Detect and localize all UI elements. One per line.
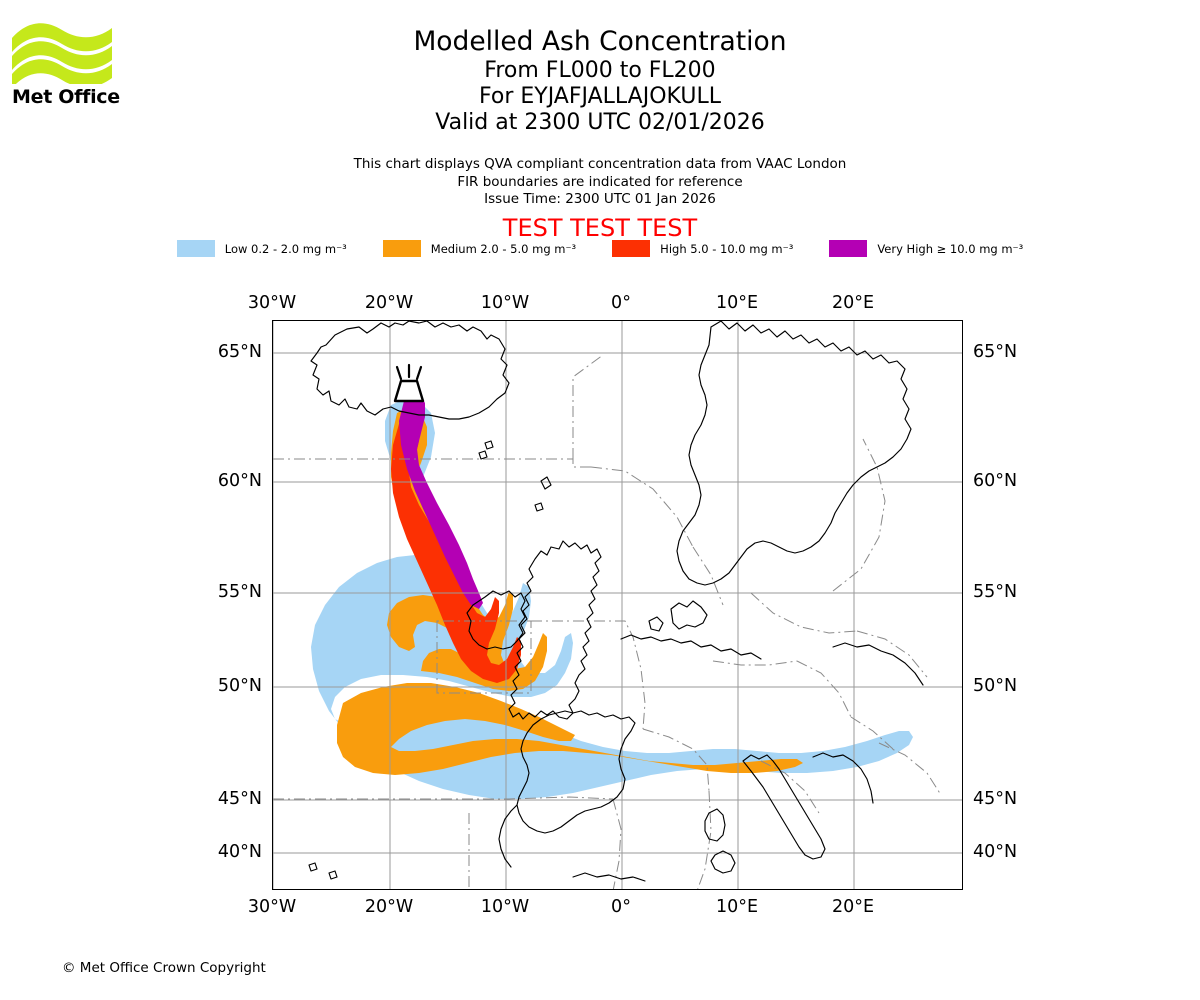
lon-tick-top-30w: 30°W: [247, 293, 297, 313]
copyright-notice: © Met Office Crown Copyright: [62, 960, 266, 976]
legend-label-low: Low 0.2 - 2.0 mg m⁻³: [224, 241, 347, 256]
lon-tick-bottom-20e: 20°E: [831, 897, 875, 917]
page-title: Modelled Ash Concentration From FL000 to…: [0, 26, 1200, 136]
coastline-scandinavia: [676, 321, 912, 586]
concentration-legend: Low 0.2 - 2.0 mg m⁻³ Medium 2.0 - 5.0 mg…: [0, 240, 1200, 257]
ash-plume-medium: [337, 407, 803, 775]
legend-swatch-medium: [382, 240, 421, 257]
metadata-line-2: FIR boundaries are indicated for referen…: [457, 173, 743, 190]
map-plot-area: [272, 320, 963, 890]
lat-tick-left-50n: 50°N: [217, 676, 262, 696]
legend-item-medium: Medium 2.0 - 5.0 mg m⁻³: [382, 240, 577, 257]
lon-tick-bottom-30w: 30°W: [247, 897, 297, 917]
map-frame: [272, 320, 963, 890]
met-office-wave-mark: [12, 23, 112, 84]
test-banner: TEST TEST TEST: [502, 214, 698, 242]
ash-concentration-map: [273, 321, 962, 889]
metadata-line-3: Issue Time: 2300 UTC 01 Jan 2026: [484, 191, 716, 207]
title-line-3: For EYJAFJALLAJOKULL: [479, 84, 721, 109]
lon-tick-bottom-10e: 10°E: [715, 897, 759, 917]
lat-tick-right-55n: 55°N: [973, 582, 1018, 602]
ash-plume-very-high: [399, 393, 483, 609]
legend-item-low: Low 0.2 - 2.0 mg m⁻³: [176, 240, 347, 257]
lat-tick-left-55n: 55°N: [217, 582, 262, 602]
met-office-logo: Met Office: [12, 22, 122, 117]
met-office-wordmark: Met Office: [12, 86, 120, 108]
lat-tick-right-50n: 50°N: [973, 676, 1018, 696]
lon-tick-top-20e: 20°E: [831, 293, 875, 313]
title-line-4: Valid at 2300 UTC 02/01/2026: [435, 110, 765, 135]
lon-tick-top-20w: 20°W: [364, 293, 414, 313]
legend-label-high: High 5.0 - 10.0 mg m⁻³: [660, 241, 794, 256]
lat-tick-left-40n: 40°N: [217, 842, 262, 862]
coastlines: [308, 321, 924, 882]
legend-swatch-very-high: [829, 240, 868, 257]
lon-tick-top-0: 0°: [611, 293, 631, 313]
lat-tick-left-65n: 65°N: [217, 342, 262, 362]
lon-tick-bottom-20w: 20°W: [364, 897, 414, 917]
volcano-marker-icon: [393, 363, 425, 403]
legend-swatch-high: [612, 240, 651, 257]
coastline-iceland: [310, 321, 510, 420]
lat-tick-right-40n: 40°N: [973, 842, 1018, 862]
coastline-ireland: [466, 590, 526, 650]
legend-label-medium: Medium 2.0 - 5.0 mg m⁻³: [430, 241, 577, 256]
title-line-2: From FL000 to FL200: [484, 58, 716, 83]
coastline-italy: [742, 754, 826, 860]
ash-plume-high: [391, 415, 521, 683]
metadata-line-1: This chart displays QVA compliant concen…: [353, 156, 847, 172]
map-gridlines: [273, 321, 962, 889]
coastline-western-europe: [516, 710, 636, 834]
legend-swatch-low: [176, 240, 215, 257]
lat-tick-left-45n: 45°N: [217, 789, 262, 809]
legend-item-high: High 5.0 - 10.0 mg m⁻³: [612, 240, 793, 257]
chart-metadata: This chart displays QVA compliant concen…: [0, 156, 1200, 209]
lon-tick-bottom-0: 0°: [611, 897, 631, 917]
lon-tick-top-10e: 10°E: [715, 293, 759, 313]
lon-tick-top-10w: 10°W: [480, 293, 530, 313]
title-line-1: Modelled Ash Concentration: [413, 26, 787, 57]
legend-label-very-high: Very High ≥ 10.0 mg m⁻³: [877, 241, 1024, 256]
lat-tick-right-45n: 45°N: [973, 789, 1018, 809]
lat-tick-right-60n: 60°N: [973, 471, 1018, 491]
fir-boundaries: [273, 354, 942, 889]
lon-tick-bottom-10w: 10°W: [480, 897, 530, 917]
lat-tick-left-60n: 60°N: [217, 471, 262, 491]
legend-item-very-high: Very High ≥ 10.0 mg m⁻³: [829, 240, 1023, 257]
lat-tick-right-65n: 65°N: [973, 342, 1018, 362]
